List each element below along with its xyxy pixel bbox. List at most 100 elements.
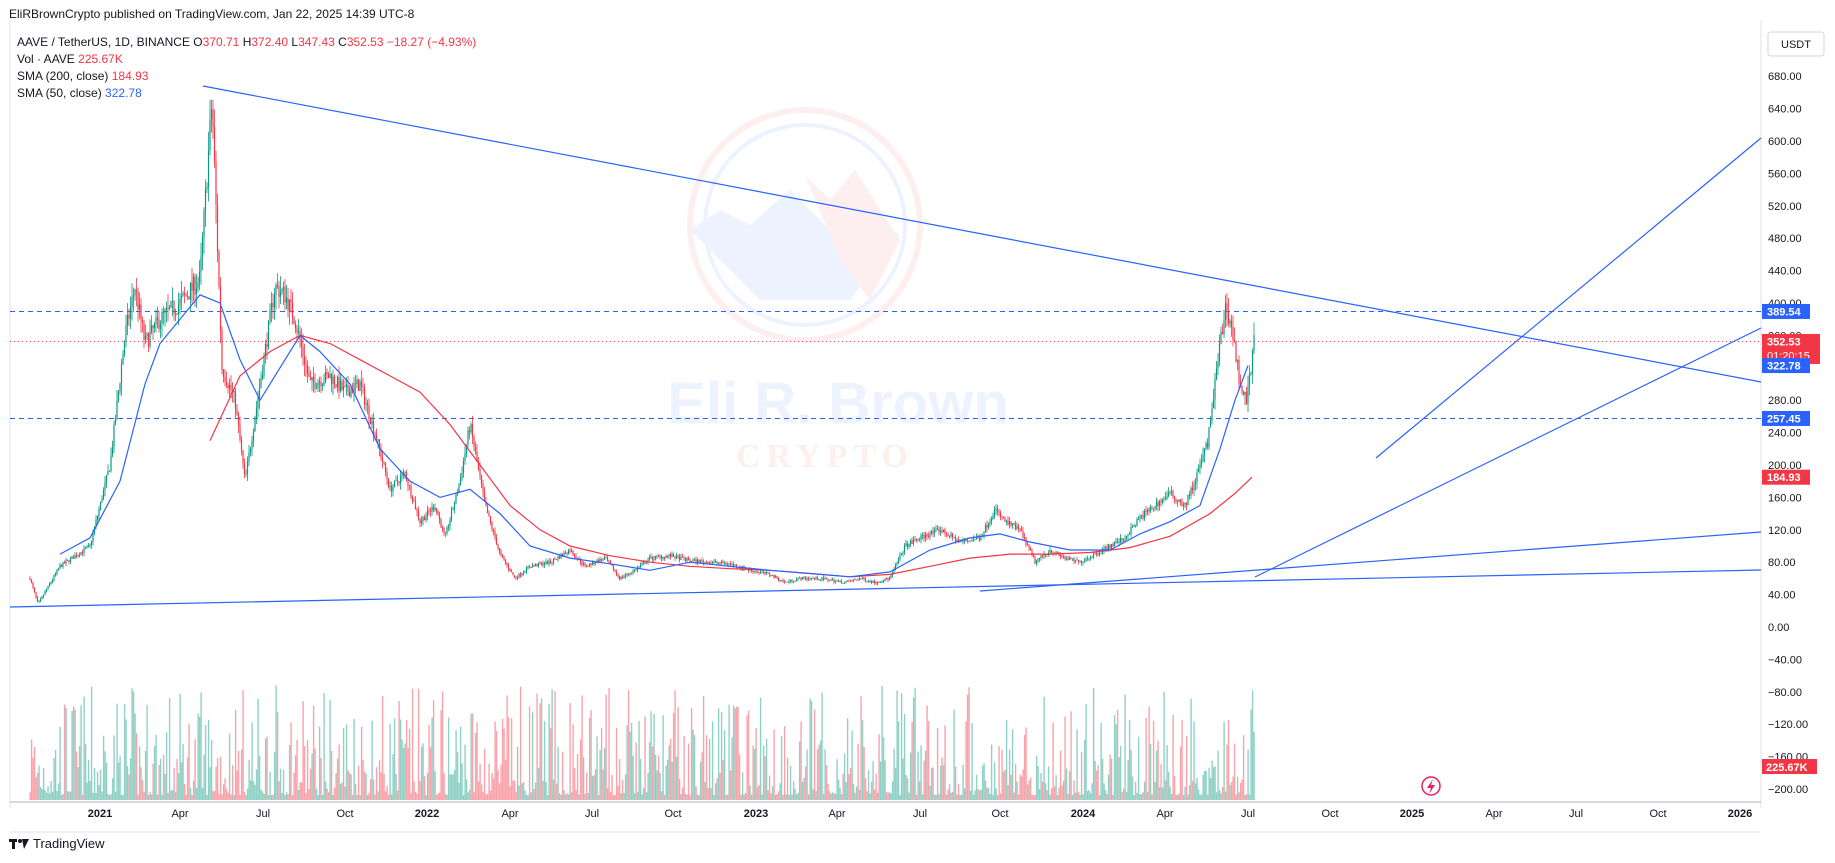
volume-bar xyxy=(351,794,354,800)
volume-bar xyxy=(86,782,88,800)
volume-bar xyxy=(710,787,712,800)
volume-bar xyxy=(684,793,687,800)
candle xyxy=(584,561,586,568)
candle xyxy=(408,484,411,491)
volume-bar xyxy=(1079,794,1081,800)
candle xyxy=(606,554,609,562)
candle xyxy=(359,379,361,391)
candle xyxy=(1161,498,1164,505)
volume-bar xyxy=(378,759,381,800)
currency-button[interactable] xyxy=(1767,31,1825,57)
candle xyxy=(527,565,529,570)
watermark-ring xyxy=(687,107,923,343)
sma200-line[interactable] xyxy=(209,334,1253,578)
candle xyxy=(182,290,184,297)
candle xyxy=(122,349,124,365)
volume-bar xyxy=(261,791,264,800)
long-term-support-trendline[interactable] xyxy=(9,569,1762,608)
volume-bar xyxy=(1007,785,1009,800)
candle xyxy=(618,575,621,581)
volume-bar xyxy=(333,787,336,800)
rising-support-trendline[interactable] xyxy=(979,531,1762,592)
volume-bar xyxy=(89,781,91,800)
volume-bar xyxy=(360,726,363,800)
candle xyxy=(149,319,151,349)
volume-bar xyxy=(1211,760,1213,800)
legend-sma200-label: SMA (200, close) xyxy=(17,69,109,83)
candle xyxy=(969,540,972,542)
candle xyxy=(188,295,190,300)
candle xyxy=(852,579,855,583)
candle xyxy=(1020,525,1023,532)
volume-bar xyxy=(716,778,718,800)
volume-bar xyxy=(108,794,111,800)
candle xyxy=(207,131,210,202)
price-axis-tick: 0.00 xyxy=(1768,622,1789,634)
sma50-line[interactable] xyxy=(59,294,1249,578)
volume-bar xyxy=(1086,791,1089,800)
candle xyxy=(555,559,558,561)
volume-bar xyxy=(731,737,733,800)
watermark-ring-inner xyxy=(703,123,907,327)
candle xyxy=(344,380,346,388)
volume-bar xyxy=(1118,757,1120,800)
candle xyxy=(1013,522,1015,526)
candle xyxy=(990,516,993,526)
volume-bar xyxy=(1245,794,1248,800)
volume-bar xyxy=(275,685,277,800)
candle xyxy=(756,570,759,574)
volume-bar xyxy=(95,793,97,800)
volume-bar xyxy=(1175,794,1177,800)
candle xyxy=(1130,522,1132,538)
candle xyxy=(1202,447,1204,463)
volume-bar xyxy=(1151,794,1153,800)
candle xyxy=(1011,523,1014,530)
volume-bar xyxy=(782,794,784,800)
volume-bar xyxy=(806,749,808,800)
volume-bar xyxy=(236,770,238,800)
volume-bar xyxy=(728,704,730,800)
candle xyxy=(848,579,850,583)
volume-tag xyxy=(1762,759,1817,774)
candle xyxy=(1100,552,1102,555)
time-axis[interactable]: 2021 Apr Jul Oct 2022 Apr Jul Oct 2023 Apr Jul Oct 2… xyxy=(88,808,1752,820)
candlesticks[interactable] xyxy=(29,99,1255,603)
volume-bar xyxy=(1005,719,1008,800)
candle xyxy=(51,578,54,584)
volume-bar xyxy=(1244,794,1246,800)
candle xyxy=(111,440,114,458)
volume-bar xyxy=(696,794,699,800)
legend-sma50-row[interactable]: SMA (50, close) 322.78 xyxy=(17,85,476,102)
candle xyxy=(567,548,570,555)
volume-bar xyxy=(510,718,513,800)
footer-brand[interactable]: TradingView xyxy=(33,836,105,851)
volume-bar xyxy=(600,727,603,800)
legend-symbol[interactable]: AAVE / TetherUS, 1D, BINANCE xyxy=(17,35,190,49)
candle xyxy=(213,109,216,169)
volume-bar xyxy=(456,751,459,800)
descending-trendline[interactable] xyxy=(202,85,1762,383)
candle xyxy=(387,477,390,489)
channel-lower-trendline[interactable] xyxy=(1254,327,1762,578)
candle xyxy=(986,520,988,533)
volume-bar xyxy=(554,691,556,800)
candle xyxy=(1050,549,1053,554)
volume-bar xyxy=(206,794,208,800)
legend-low: 347.43 xyxy=(298,35,335,49)
candle xyxy=(455,492,457,505)
candle xyxy=(390,481,393,498)
volume-bar xyxy=(777,791,780,800)
volume-bar xyxy=(348,772,351,800)
channel-upper-trendline[interactable] xyxy=(1375,137,1762,459)
candle xyxy=(590,563,592,568)
price-axis[interactable]: 680.00640.00600.00560.00520.00480.00440.… xyxy=(1768,71,1808,796)
volume-bar xyxy=(228,733,231,800)
volume-bar xyxy=(1194,783,1197,800)
candle xyxy=(446,525,448,536)
legend-sma200-row[interactable]: SMA (200, close) 184.93 xyxy=(17,68,476,85)
candle xyxy=(1007,516,1009,527)
legend-volume-row[interactable]: Vol · AAVE 225.67K xyxy=(17,51,476,68)
candle xyxy=(206,182,208,194)
volume-bar xyxy=(902,758,904,800)
